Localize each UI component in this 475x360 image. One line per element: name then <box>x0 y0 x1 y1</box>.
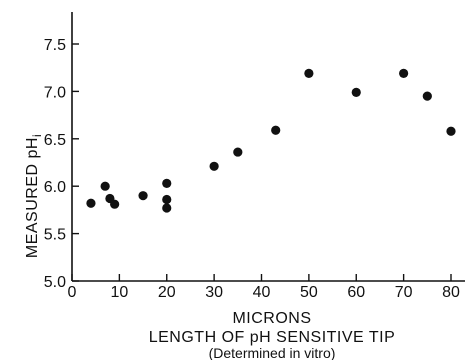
x-tick-label: 70 <box>395 284 413 301</box>
data-point <box>162 203 172 213</box>
data-point <box>422 91 432 101</box>
x-tick-label: 40 <box>253 284 271 301</box>
y-ticks: 5.0 5.5 6.0 6.5 7.0 7.5 <box>44 37 79 291</box>
x-axis-title: MICRONS <box>232 310 311 327</box>
data-point <box>86 198 96 208</box>
x-tick-label: 60 <box>347 284 365 301</box>
x-ticks: 0 10 20 30 40 50 60 70 80 <box>68 274 460 301</box>
y-tick-label: 5.5 <box>44 227 66 244</box>
y-axis-title-main: MEASURED pH <box>24 137 41 258</box>
data-point <box>304 68 314 78</box>
y-tick-label: 7.5 <box>44 37 66 54</box>
data-point <box>138 191 148 201</box>
axes <box>71 12 465 282</box>
x-tick-label: 30 <box>205 284 223 301</box>
y-axis-title-subscript: i <box>30 134 44 137</box>
data-point <box>233 147 243 157</box>
x-axis-subtitle: LENGTH OF pH SENSITIVE TIP <box>149 329 396 346</box>
data-point <box>100 181 110 191</box>
data-point <box>446 126 456 136</box>
data-point <box>351 87 361 97</box>
x-tick-label: 20 <box>158 284 176 301</box>
x-tick-label: 0 <box>68 284 77 301</box>
data-point <box>399 68 409 78</box>
x-tick-label: 50 <box>300 284 318 301</box>
x-tick-label: 10 <box>110 284 128 301</box>
y-axis-title: MEASURED pHi <box>24 134 44 258</box>
x-axis-note: (Determined in vitro) <box>209 345 336 360</box>
data-points <box>86 68 456 213</box>
data-point <box>162 178 172 188</box>
x-tick-label: 80 <box>442 284 460 301</box>
data-point <box>271 125 281 135</box>
data-point <box>162 194 172 205</box>
y-tick-label: 6.0 <box>44 179 66 196</box>
y-tick-label: 5.0 <box>44 274 66 291</box>
y-tick-label: 6.5 <box>44 132 66 149</box>
data-point <box>110 199 120 209</box>
y-tick-label: 7.0 <box>44 84 66 101</box>
data-point <box>209 161 219 171</box>
